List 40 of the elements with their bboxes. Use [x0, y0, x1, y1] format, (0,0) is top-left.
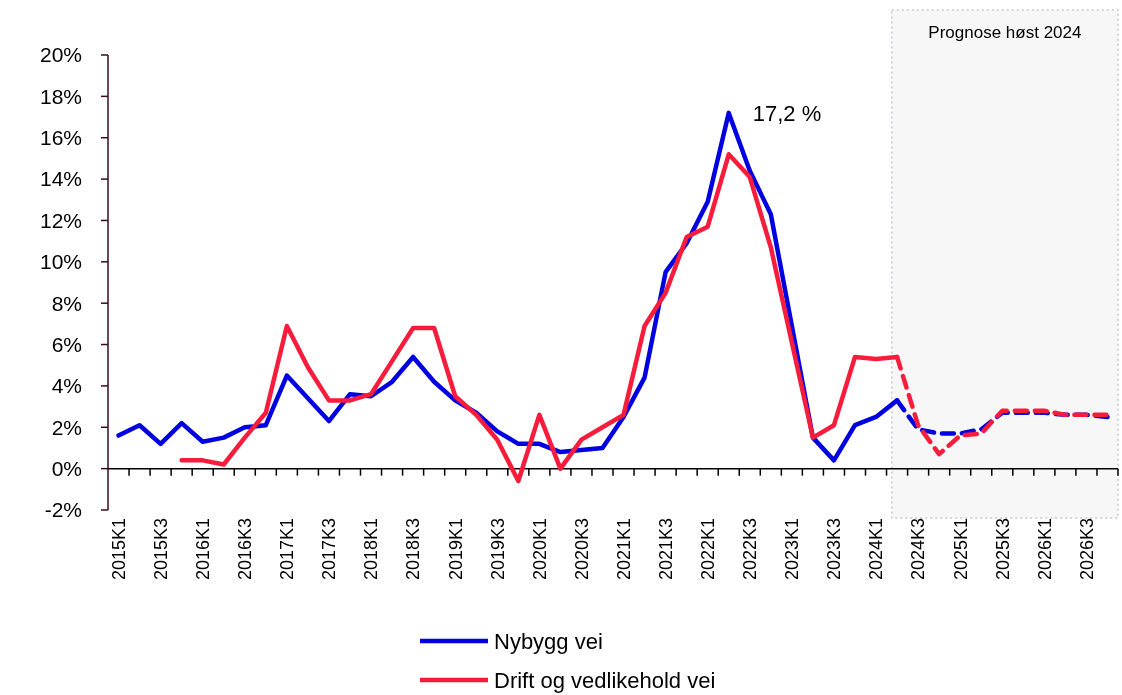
x-tick-label: 2015K1 [108, 518, 129, 581]
text: Prognose høst 2024 [928, 23, 1082, 42]
x-tick-label: 2017K1 [277, 518, 298, 581]
x-tick-label: 2015K3 [150, 518, 171, 581]
y-tick-label: 12% [39, 208, 82, 232]
y-tick-label: 8% [51, 291, 82, 315]
x-tick-label: 2024K3 [908, 518, 929, 581]
x-tick-label: 2024K1 [866, 518, 887, 581]
x-tick-label: 2021K3 [655, 518, 676, 581]
y-tick-label: 18% [39, 84, 82, 108]
x-tick-label: 2023K3 [824, 518, 845, 581]
x-tick-label: 2021K1 [613, 518, 634, 581]
x-tick-label: 2022K1 [697, 518, 718, 581]
x-tick-label: 2020K3 [571, 518, 592, 581]
x-tick-label: 2022K3 [740, 518, 761, 581]
x-tick-label: 2026K3 [1076, 518, 1097, 581]
y-tick-label: 20% [39, 43, 82, 67]
x-tick-label: 2016K1 [192, 518, 213, 581]
y-tick-label: 16% [39, 126, 82, 150]
x-tick-label: 2017K3 [319, 518, 340, 581]
y-tick-label: -2% [44, 498, 82, 522]
x-tick-label: 2020K1 [529, 518, 550, 581]
y-tick-label: 2% [51, 415, 82, 439]
y-tick-label: 6% [51, 332, 82, 356]
x-tick-label: 2019K1 [445, 518, 466, 581]
annotation: 17,2 % [752, 100, 822, 126]
y-tick-label: 4% [51, 374, 82, 398]
x-tick-label: 2018K1 [361, 518, 382, 581]
x-tick-label: 2023K1 [782, 518, 803, 581]
legend-label: Nybygg vei [494, 628, 603, 654]
y-tick-label: 0% [51, 456, 82, 480]
x-tick-label: 2018K3 [403, 518, 424, 581]
y-tick-label: 10% [39, 250, 82, 274]
legend-label: Drift og vedlikehold vei [494, 667, 716, 693]
x-tick-label: 2025K1 [950, 518, 971, 581]
x-tick-label: 2019K3 [487, 518, 508, 581]
x-tick-label: 2026K1 [1034, 518, 1055, 581]
y-tick-label: 14% [39, 167, 82, 191]
x-tick-label: 2025K3 [992, 518, 1013, 581]
x-tick-label: 2016K3 [235, 518, 256, 581]
